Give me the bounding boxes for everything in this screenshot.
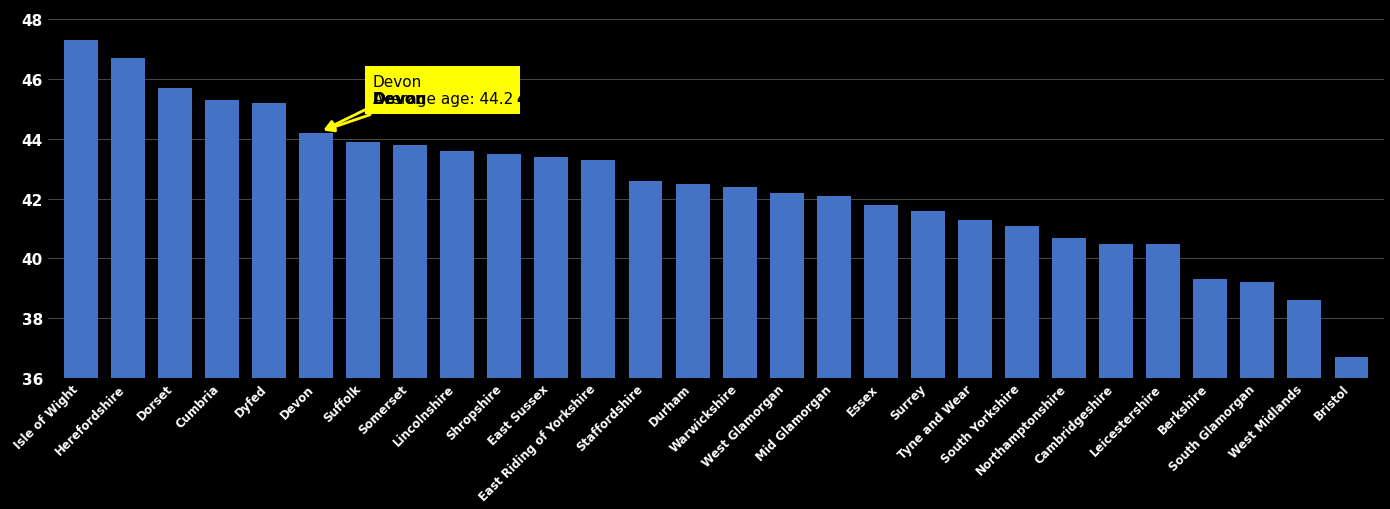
Bar [1334, 357, 1368, 378]
Bar [1287, 301, 1322, 378]
Bar [1240, 283, 1275, 378]
Text: Devon: Devon [373, 92, 427, 107]
Bar [1005, 226, 1038, 378]
Bar [817, 196, 851, 378]
Bar [534, 158, 569, 378]
Bar [346, 143, 379, 378]
Bar [441, 152, 474, 378]
Text: 44.2: 44.2 [516, 74, 553, 107]
Bar [1099, 244, 1133, 378]
Bar [770, 193, 803, 378]
Bar [64, 41, 97, 378]
Bar [910, 211, 945, 378]
Bar [158, 89, 192, 378]
Bar [1052, 238, 1086, 378]
Bar [958, 220, 992, 378]
Bar [111, 59, 145, 378]
Text: Devon: Devon [373, 92, 427, 107]
Bar [628, 181, 663, 378]
Bar [581, 160, 616, 378]
Bar [393, 146, 427, 378]
Bar [723, 187, 756, 378]
Bar [488, 155, 521, 378]
Bar [676, 184, 709, 378]
Bar [1194, 280, 1227, 378]
Bar [1147, 244, 1180, 378]
Bar [865, 205, 898, 378]
Text: Devon
Average age: 44.2: Devon Average age: 44.2 [327, 74, 513, 132]
Bar [252, 104, 286, 378]
Bar [204, 101, 239, 378]
Bar [299, 134, 334, 378]
